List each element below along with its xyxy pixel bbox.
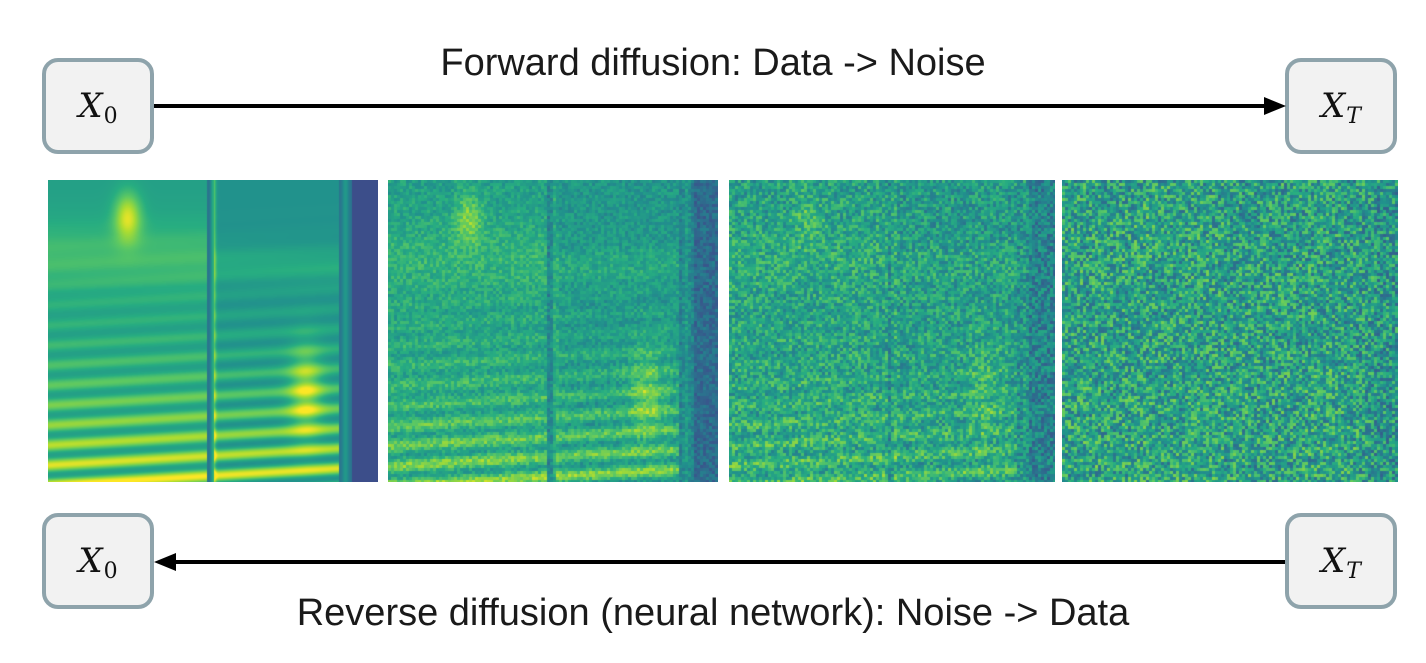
spectrogram-mid-noise — [729, 180, 1055, 482]
forward-start-var: X — [78, 86, 103, 126]
reverse-start-var: X — [1321, 541, 1346, 581]
reverse-end-sub: 0 — [103, 558, 118, 584]
forward-end-var: X — [1321, 86, 1346, 126]
reverse-start-sub: T — [1346, 558, 1361, 584]
reverse-arrow — [154, 553, 1285, 571]
forward-start-sub: 0 — [103, 103, 118, 129]
forward-end-sub: T — [1346, 103, 1361, 129]
reverse-caption: Reverse diffusion (neural network): Nois… — [296, 592, 1130, 634]
spectrogram-pure-noise — [1062, 180, 1398, 482]
forward-caption: Forward diffusion: Data -> Noise — [440, 42, 986, 84]
spectrogram-low-noise — [388, 180, 718, 482]
reverse-end-var: X — [78, 541, 103, 581]
spectrogram-clean — [48, 180, 378, 482]
forward-arrow — [154, 97, 1286, 115]
